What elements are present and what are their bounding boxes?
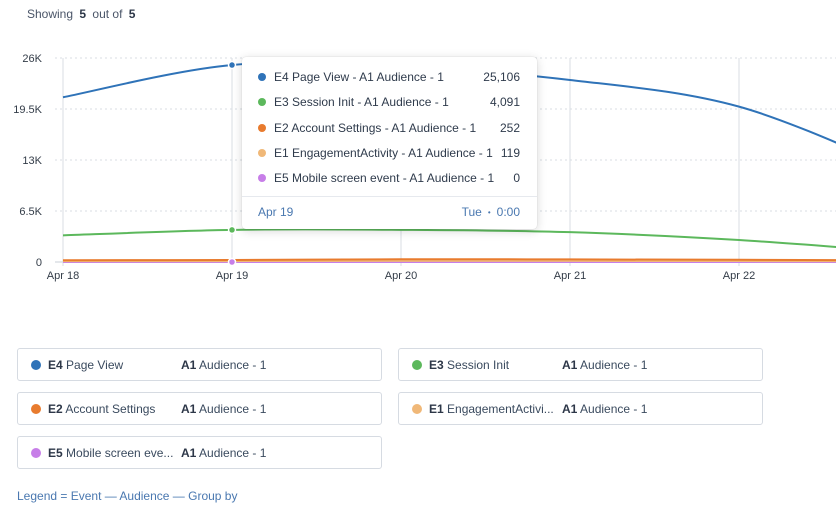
- legend-event: E1 EngagementActivi...: [429, 401, 554, 416]
- y-tick-label: 6.5K: [19, 206, 42, 218]
- tooltip-time: 0:00: [496, 205, 520, 219]
- legend-event: E3 Session Init: [429, 357, 510, 372]
- legend-event: E2 Account Settings: [48, 401, 156, 416]
- showing-count: 5: [79, 7, 87, 21]
- y-tick-label: 26K: [22, 53, 42, 65]
- y-tick-label: 19.5K: [13, 104, 42, 116]
- tooltip-dot-e2: [258, 124, 266, 132]
- hover-point-e4: [227, 60, 237, 70]
- line-chart[interactable]: 0 6.5K 13K 19.5K 26K Apr 18 Apr 19 Apr 20 Apr 21…: [0, 40, 836, 290]
- tooltip-label: E1 EngagementActivity - A1 Audience - 1: [274, 146, 493, 160]
- tooltip-divider: [242, 196, 537, 197]
- series-line-e2: [62, 258, 836, 262]
- tooltip-footer: Apr 19 Tue • 0:00: [258, 203, 520, 221]
- tooltip-row: E3 Session Init - A1 Audience - 1 4,091: [258, 93, 520, 111]
- showing-count-text: Showing 5 out of 5: [27, 7, 138, 21]
- showing-total: 5: [128, 7, 136, 21]
- tooltip-dot-e4: [258, 73, 266, 81]
- tooltip-dot-e3: [258, 98, 266, 106]
- legend-audience: A1 Audience - 1: [181, 401, 267, 416]
- tooltip-row: E2 Account Settings - A1 Audience - 1 25…: [258, 119, 520, 137]
- tooltip-label: E3 Session Init - A1 Audience - 1: [274, 95, 449, 109]
- tooltip-row: E1 EngagementActivity - A1 Audience - 1 …: [258, 144, 520, 162]
- legend-dot-icon: [31, 447, 41, 458]
- hover-point-e3: [227, 225, 237, 235]
- legend-dot-icon: [412, 359, 422, 370]
- x-tick-label: Apr 20: [385, 270, 417, 282]
- x-tick-label: Apr 22: [723, 270, 755, 282]
- legend-item-e5[interactable]: E5 Mobile screen eve... A1 Audience - 1: [17, 436, 382, 469]
- x-tick-label: Apr 19: [216, 270, 248, 282]
- chart-tooltip: E4 Page View - A1 Audience - 1 25,106 E3…: [242, 57, 537, 229]
- legend-item-e4[interactable]: E4 Page View A1 Audience - 1: [17, 348, 382, 381]
- legend-audience: A1 Audience - 1: [181, 445, 267, 460]
- legend-item-e2[interactable]: E2 Account Settings A1 Audience - 1: [17, 392, 382, 425]
- legend-dot-icon: [412, 403, 422, 414]
- legend-audience: A1 Audience - 1: [562, 357, 648, 372]
- showing-mid: out of: [92, 7, 123, 21]
- legend-footnote: Legend = Event — Audience — Group by: [17, 489, 238, 503]
- legend-audience: A1 Audience - 1: [181, 357, 267, 372]
- tooltip-row: E4 Page View - A1 Audience - 1 25,106: [258, 68, 520, 86]
- x-tick-label: Apr 21: [554, 270, 586, 282]
- tooltip-value: 252: [499, 121, 520, 135]
- y-tick-label: 13K: [22, 155, 42, 167]
- legend-item-e1[interactable]: E1 EngagementActivi... A1 Audience - 1: [398, 392, 763, 425]
- legend-event: E4 Page View: [48, 357, 124, 372]
- series-line-e3: [62, 228, 836, 248]
- legend-event: E5 Mobile screen eve...: [48, 445, 174, 460]
- tooltip-label: E5 Mobile screen event - A1 Audience - 1: [274, 171, 495, 185]
- hover-point-e5: [227, 257, 237, 267]
- tooltip-value: 25,106: [483, 70, 520, 84]
- tooltip-label: E2 Account Settings - A1 Audience - 1: [274, 121, 477, 135]
- tooltip-value: 119: [500, 146, 520, 160]
- tooltip-label: E4 Page View - A1 Audience - 1: [274, 70, 444, 84]
- legend-dot-icon: [31, 359, 41, 370]
- tooltip-value: 4,091: [489, 95, 520, 109]
- showing-prefix: Showing: [27, 7, 74, 21]
- tooltip-value: 0: [513, 171, 520, 185]
- legend-audience: A1 Audience - 1: [562, 401, 648, 416]
- tooltip-dot-e1: [258, 149, 266, 157]
- legend-item-e3[interactable]: E3 Session Init A1 Audience - 1: [398, 348, 763, 381]
- tooltip-dot-e5: [258, 174, 266, 182]
- y-tick-label: 0: [36, 257, 42, 269]
- tooltip-date: Apr 19: [258, 205, 294, 219]
- tooltip-row: E5 Mobile screen event - A1 Audience - 1…: [258, 169, 520, 187]
- tooltip-day: Tue: [461, 205, 482, 219]
- tooltip-separator: •: [487, 207, 491, 217]
- legend-dot-icon: [31, 403, 41, 414]
- x-tick-label: Apr 18: [47, 270, 79, 282]
